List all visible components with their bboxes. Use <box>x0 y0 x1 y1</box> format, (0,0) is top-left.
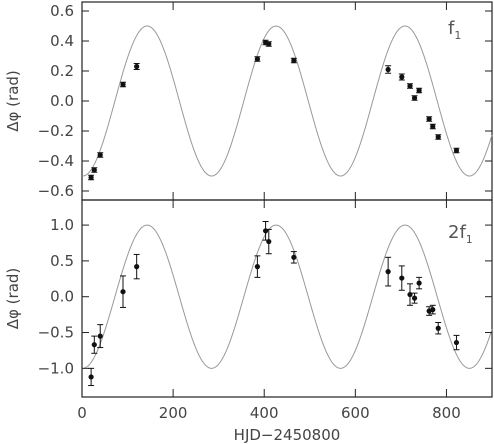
panel-top-data-point <box>91 167 97 173</box>
panel-bottom-y-axis-label: Δφ (rad) <box>4 268 22 330</box>
panel-top-label-main: f <box>448 18 455 39</box>
panel-bottom-y-tick-label: −1.0 <box>38 359 74 377</box>
panel-bottom-data-point <box>430 307 436 313</box>
panel-top-y-tick-label: −0.2 <box>38 122 74 140</box>
x-tick-label: 400 <box>250 404 279 422</box>
panel-bottom-data-point <box>120 289 126 295</box>
x-tick-label: 800 <box>432 404 461 422</box>
panel-top-data-point <box>435 134 441 140</box>
panel-top-data-point <box>399 74 405 80</box>
panel-top-data-point <box>134 63 140 70</box>
x-tick-labels: 0 200 400 600 800 <box>77 404 461 422</box>
panel-top-model-curve <box>81 25 493 177</box>
panel-top-y-axis-label: Δφ (rad) <box>4 70 22 132</box>
panel-top-data-point <box>411 95 418 101</box>
panel-bottom-data-point <box>88 374 94 380</box>
panel-bottom-label: 2f1 <box>448 222 473 246</box>
panel-top-points <box>88 39 460 181</box>
panel-bottom-y-tick-label: −0.5 <box>38 324 74 342</box>
panel-bottom-data-point <box>435 325 441 331</box>
panel-top-data-point <box>426 116 432 122</box>
panel-top-data-point <box>416 87 422 94</box>
panel-bottom-y-tick-label: 0.0 <box>50 288 74 306</box>
panel-bottom-data-point <box>134 264 140 270</box>
panel-top-data-point <box>430 123 436 130</box>
panel-top-data-point <box>97 152 103 158</box>
panel-bottom-data-point <box>385 269 391 275</box>
x-tick-label: 0 <box>77 404 87 422</box>
x-axis-label: HJD−2450800 <box>234 426 341 444</box>
panel-top-x-ticks <box>81 2 447 200</box>
panel-bottom-data-point <box>416 280 422 286</box>
panel-top-data-point <box>88 174 94 181</box>
x-tick-label: 600 <box>341 404 370 422</box>
panel-bottom-y-ticks: −1.0 −0.5 0.0 0.5 1.0 <box>38 216 492 377</box>
panel-top-data-point <box>254 56 260 62</box>
panel-top-data-point <box>407 83 413 89</box>
panel-bottom-data-point <box>291 254 297 260</box>
panel-bottom-frame <box>81 199 493 398</box>
panel-top-data-point <box>453 147 460 154</box>
panel-bottom-y-tick-label: 1.0 <box>50 216 74 234</box>
panel-bottom-data-point <box>453 339 460 346</box>
panel-top-y-ticks: −0.6 −0.4 −0.2 0.0 0.2 0.4 0.6 <box>38 2 492 200</box>
panel-bottom: −1.0 −0.5 0.0 0.5 1.0 Δφ (rad) 2f1 <box>4 199 493 398</box>
panel-bottom-label-prefix: 2 <box>448 222 459 243</box>
panel-top-label-sub: 1 <box>454 29 461 42</box>
panel-top-y-tick-label: 0.4 <box>50 32 74 50</box>
panel-top-y-tick-label: −0.6 <box>38 182 74 200</box>
panel-top: −0.6 −0.4 −0.2 0.0 0.2 0.4 0.6 Δφ (rad) f1 <box>4 1 493 201</box>
x-tick-label: 200 <box>159 404 188 422</box>
panel-top-data-point <box>385 66 391 73</box>
panel-bottom-points <box>88 220 460 387</box>
panel-bottom-data-point <box>97 333 103 339</box>
panel-bottom-data-point <box>399 275 405 281</box>
panel-top-y-tick-label: 0.0 <box>50 92 74 110</box>
panel-bottom-y-tick-label: 0.5 <box>50 252 74 270</box>
panel-top-y-tick-label: 0.2 <box>50 62 74 80</box>
panel-bottom-data-point <box>91 342 97 348</box>
panel-bottom-data-point <box>254 264 260 270</box>
panel-bottom-x-ticks <box>81 200 447 397</box>
panel-top-label: f1 <box>448 18 461 42</box>
panel-bottom-data-point <box>407 291 413 298</box>
panel-top-data-point <box>291 57 297 64</box>
panel-top-frame <box>81 1 493 201</box>
panel-bottom-label-main: f <box>459 222 466 243</box>
panel-bottom-label-sub: 1 <box>466 233 473 246</box>
panel-top-y-tick-label: −0.4 <box>38 152 74 170</box>
panel-top-data-point <box>120 81 126 88</box>
panel-bottom-model-curve <box>81 224 493 369</box>
panel-top-data-point <box>266 41 272 47</box>
panel-bottom-data-point <box>266 238 272 245</box>
panel-top-y-tick-label: 0.6 <box>50 2 74 20</box>
panel-bottom-data-point <box>411 295 418 301</box>
